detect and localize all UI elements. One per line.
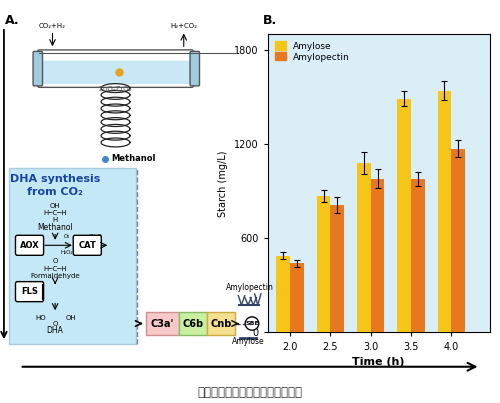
- Bar: [438, 91, 452, 332]
- Text: B.: B.: [262, 14, 277, 27]
- Text: H: H: [52, 217, 58, 223]
- Bar: [330, 206, 344, 332]
- Bar: [316, 196, 330, 332]
- Legend: Amylose, Amylopectin: Amylose, Amylopectin: [272, 39, 352, 64]
- Text: Methanol: Methanol: [37, 223, 73, 232]
- Text: OH: OH: [50, 203, 60, 209]
- Text: H₂O₂: H₂O₂: [60, 250, 73, 255]
- Text: Cnb: Cnb: [210, 318, 232, 328]
- Bar: [452, 149, 465, 332]
- Text: Amylose: Amylose: [232, 337, 264, 345]
- FancyBboxPatch shape: [208, 312, 235, 334]
- Text: ZnO-ZrO₂: ZnO-ZrO₂: [99, 86, 132, 92]
- FancyBboxPatch shape: [41, 61, 190, 84]
- X-axis label: Time (h): Time (h): [352, 357, 405, 367]
- Bar: [276, 256, 290, 332]
- Text: H₂+CO₂: H₂+CO₂: [170, 23, 197, 29]
- Text: OH: OH: [66, 315, 76, 321]
- Text: A.: A.: [5, 14, 20, 27]
- Text: H─C─H: H─C─H: [44, 266, 67, 272]
- Text: HO: HO: [36, 315, 46, 321]
- Bar: [370, 179, 384, 332]
- FancyBboxPatch shape: [38, 50, 194, 87]
- Bar: [398, 99, 411, 332]
- Text: H─C─H: H─C─H: [44, 210, 67, 216]
- Text: CO₂+H₂: CO₂+H₂: [39, 23, 66, 29]
- Text: Amylopectin: Amylopectin: [226, 283, 274, 292]
- Text: DHA synthesis: DHA synthesis: [10, 174, 101, 184]
- Y-axis label: Starch (mg/L): Starch (mg/L): [218, 150, 228, 217]
- Text: 2H₂O: 2H₂O: [89, 233, 103, 239]
- Text: C6b: C6b: [182, 318, 204, 328]
- Text: H₂O₂: H₂O₂: [90, 250, 102, 255]
- FancyBboxPatch shape: [190, 52, 200, 86]
- Text: Formaldehyde: Formaldehyde: [30, 273, 80, 279]
- Text: from CO₂: from CO₂: [27, 187, 83, 197]
- Text: O: O: [52, 322, 58, 328]
- FancyBboxPatch shape: [16, 282, 44, 302]
- Text: 利用人工途径从二氧化碳合成淀粉: 利用人工途径从二氧化碳合成淀粉: [198, 386, 302, 399]
- Text: SBE: SBE: [245, 321, 259, 326]
- Text: O: O: [52, 258, 58, 264]
- Text: Methanol: Methanol: [112, 154, 156, 163]
- FancyBboxPatch shape: [146, 312, 178, 334]
- Bar: [411, 179, 424, 332]
- FancyBboxPatch shape: [73, 235, 102, 256]
- Text: O₂: O₂: [64, 233, 70, 239]
- Bar: [357, 163, 370, 332]
- FancyBboxPatch shape: [9, 168, 136, 344]
- Text: FLS: FLS: [21, 287, 38, 296]
- FancyBboxPatch shape: [16, 235, 44, 256]
- Bar: [290, 264, 304, 332]
- FancyBboxPatch shape: [33, 52, 42, 86]
- Ellipse shape: [245, 317, 259, 330]
- Text: DHA: DHA: [46, 326, 64, 335]
- Text: CAT: CAT: [78, 241, 96, 250]
- Text: C3a': C3a': [150, 318, 174, 328]
- Text: AOX: AOX: [20, 241, 40, 250]
- FancyBboxPatch shape: [179, 312, 206, 334]
